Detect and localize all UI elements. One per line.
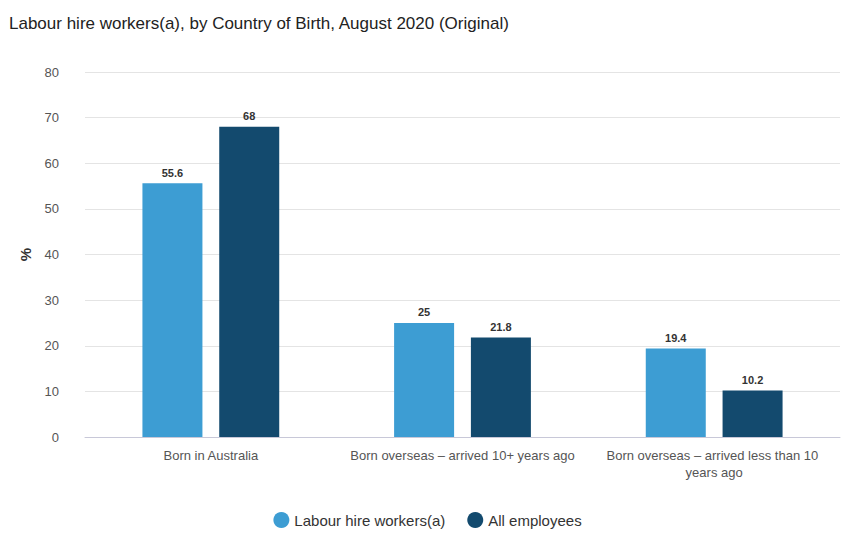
svg-text:30: 30 bbox=[45, 293, 59, 308]
svg-text:40: 40 bbox=[45, 247, 59, 262]
svg-text:Born overseas – arrived 10+ ye: Born overseas – arrived 10+ years ago bbox=[350, 448, 574, 463]
svg-text:19.4: 19.4 bbox=[665, 332, 687, 344]
svg-text:0: 0 bbox=[52, 430, 59, 445]
svg-text:20: 20 bbox=[45, 338, 59, 353]
svg-text:60: 60 bbox=[45, 156, 59, 171]
svg-text:21.8: 21.8 bbox=[490, 321, 511, 333]
svg-text:Labour hire workers(a), by Cou: Labour hire workers(a), by Country of Bi… bbox=[9, 14, 509, 33]
svg-text:10: 10 bbox=[45, 384, 59, 399]
svg-text:70: 70 bbox=[45, 110, 59, 125]
svg-text:68: 68 bbox=[243, 110, 255, 122]
svg-text:Born in Australia: Born in Australia bbox=[163, 448, 258, 463]
svg-text:Labour hire workers(a): Labour hire workers(a) bbox=[294, 512, 445, 529]
svg-text:10.2: 10.2 bbox=[742, 374, 763, 386]
svg-text:55.6: 55.6 bbox=[162, 167, 183, 179]
svg-text:All employees: All employees bbox=[488, 512, 581, 529]
svg-text:80: 80 bbox=[45, 65, 59, 80]
svg-text:Born overseas – arrived less t: Born overseas – arrived less than 10 bbox=[606, 448, 821, 463]
svg-text:%: % bbox=[17, 248, 34, 261]
svg-text:25: 25 bbox=[418, 306, 430, 318]
svg-text:50: 50 bbox=[45, 201, 59, 216]
svg-text:years ago: years ago bbox=[686, 465, 743, 480]
